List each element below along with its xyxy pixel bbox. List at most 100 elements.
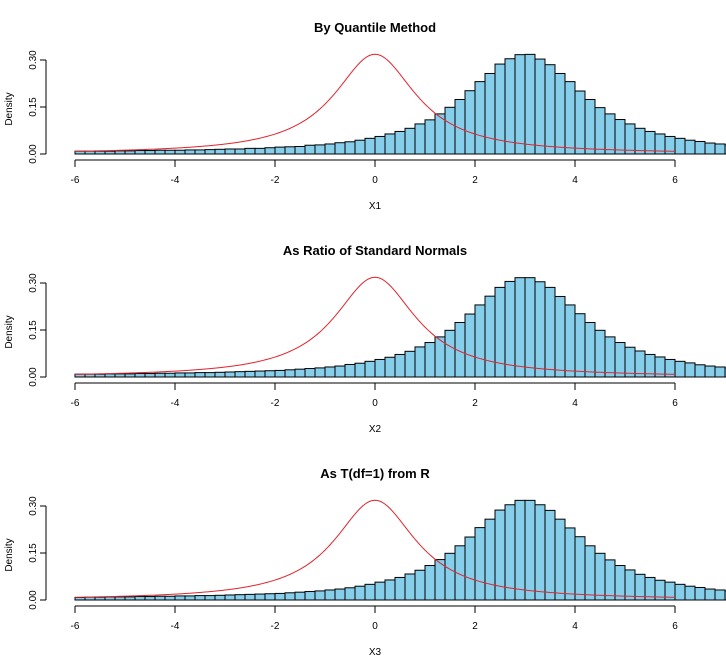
histogram-bar: [204, 372, 216, 378]
histogram-bars: [74, 499, 726, 601]
x-tick-label: 2: [472, 175, 478, 186]
histogram-bar: [174, 149, 186, 155]
histogram-bar: [94, 373, 106, 378]
y-tick-label: 0.00: [28, 590, 39, 610]
histogram-bar: [294, 368, 306, 378]
histogram-bar: [544, 286, 556, 378]
y-tick-label: 0.00: [28, 367, 39, 387]
histogram-bar: [674, 360, 686, 378]
histogram-bar: [144, 596, 156, 601]
histogram-bar: [414, 123, 426, 155]
x-tick-label: 4: [572, 398, 578, 409]
histogram-bar: [624, 346, 636, 378]
histogram-bar: [614, 565, 626, 601]
histogram-bar: [554, 295, 566, 378]
histogram-bar: [264, 593, 276, 601]
histogram-bar: [424, 565, 436, 601]
histogram-bar: [104, 150, 116, 155]
histogram-bar: [624, 569, 636, 601]
histogram-bar: [574, 313, 586, 378]
histogram-bar: [364, 583, 376, 601]
histogram-bar: [504, 504, 516, 601]
histogram-bar: [534, 504, 546, 601]
histogram-bar: [134, 150, 146, 155]
histogram-bar: [694, 364, 706, 378]
x-axis-label: X3: [369, 647, 382, 658]
histogram-bar: [134, 373, 146, 378]
histogram-bar: [344, 363, 356, 378]
histogram-bar: [104, 373, 116, 378]
histogram-bar: [394, 130, 406, 155]
histogram-bar: [584, 321, 596, 378]
histogram-bar: [154, 149, 166, 155]
y-tick-label: 0.15: [28, 97, 39, 117]
histogram-bar: [314, 590, 326, 601]
histogram-bar: [154, 595, 166, 601]
histogram-bar: [524, 277, 536, 378]
histogram-bar: [704, 142, 716, 155]
histogram-bar: [224, 148, 236, 155]
histogram-bar: [364, 137, 376, 155]
histogram-bar: [114, 596, 126, 601]
histogram-bar: [404, 127, 416, 155]
x-tick-label: 0: [372, 621, 378, 632]
x-tick-label: 0: [372, 175, 378, 186]
histogram-bar: [224, 371, 236, 378]
histogram-bar: [594, 329, 606, 378]
histogram-bar: [284, 369, 296, 378]
y-axis-label: Density: [4, 538, 15, 571]
histogram-bar: [204, 595, 216, 601]
histogram-bar: [94, 596, 106, 601]
histogram-bar: [334, 142, 346, 155]
histogram-bar: [304, 144, 316, 155]
histogram-bar: [614, 342, 626, 378]
x-tick-label: -6: [71, 621, 80, 632]
histogram-bar: [294, 145, 306, 155]
y-axis-label: Density: [4, 315, 15, 348]
histogram-bar: [284, 592, 296, 601]
histogram-bar: [274, 369, 286, 378]
histogram-bar: [714, 589, 726, 601]
histogram-bar: [334, 365, 346, 378]
histogram-bar: [254, 593, 266, 601]
histogram-bar: [204, 149, 216, 155]
histogram-bar: [314, 144, 326, 155]
histogram-bar: [674, 137, 686, 155]
x-tick-label: 4: [572, 175, 578, 186]
histogram-bar: [514, 54, 526, 155]
histogram-bar: [274, 146, 286, 155]
histogram-bar: [474, 304, 486, 378]
histogram-bar: [584, 98, 596, 155]
histogram-bar: [614, 119, 626, 155]
histogram-bar: [104, 596, 116, 601]
x-tick-label: -2: [271, 621, 280, 632]
histogram-bar: [684, 585, 696, 601]
histogram-bar: [234, 371, 246, 378]
histogram-panel-2: As Ratio of Standard Normals -6 -4 -2 0 2 4 6 0.…: [4, 243, 726, 435]
histogram-bar: [114, 373, 126, 378]
x-tick-label: 4: [572, 621, 578, 632]
histogram-bar: [144, 373, 156, 378]
histogram-bar: [414, 346, 426, 378]
histogram-bar: [184, 149, 196, 155]
histogram-bar: [354, 362, 366, 378]
histogram-bar: [144, 150, 156, 155]
histogram-bar: [694, 586, 706, 601]
x-tick-label: 6: [672, 621, 678, 632]
histogram-bar: [244, 370, 256, 378]
histogram-bar: [404, 350, 416, 378]
histogram-bar: [464, 90, 476, 155]
histogram-bar: [134, 596, 146, 601]
histogram-bar: [194, 595, 206, 601]
histogram-bar: [504, 280, 516, 378]
histogram-bar: [564, 81, 576, 155]
x-tick-label: -4: [171, 621, 180, 632]
x-axis-label: X2: [369, 424, 382, 435]
histogram-bar: [244, 593, 256, 601]
y-tick-label: 0.15: [28, 543, 39, 563]
histogram-bar: [624, 123, 636, 155]
histogram-bar: [604, 113, 616, 155]
histogram-bar: [334, 588, 346, 601]
histogram-bar: [184, 595, 196, 601]
histogram-bar: [294, 591, 306, 601]
